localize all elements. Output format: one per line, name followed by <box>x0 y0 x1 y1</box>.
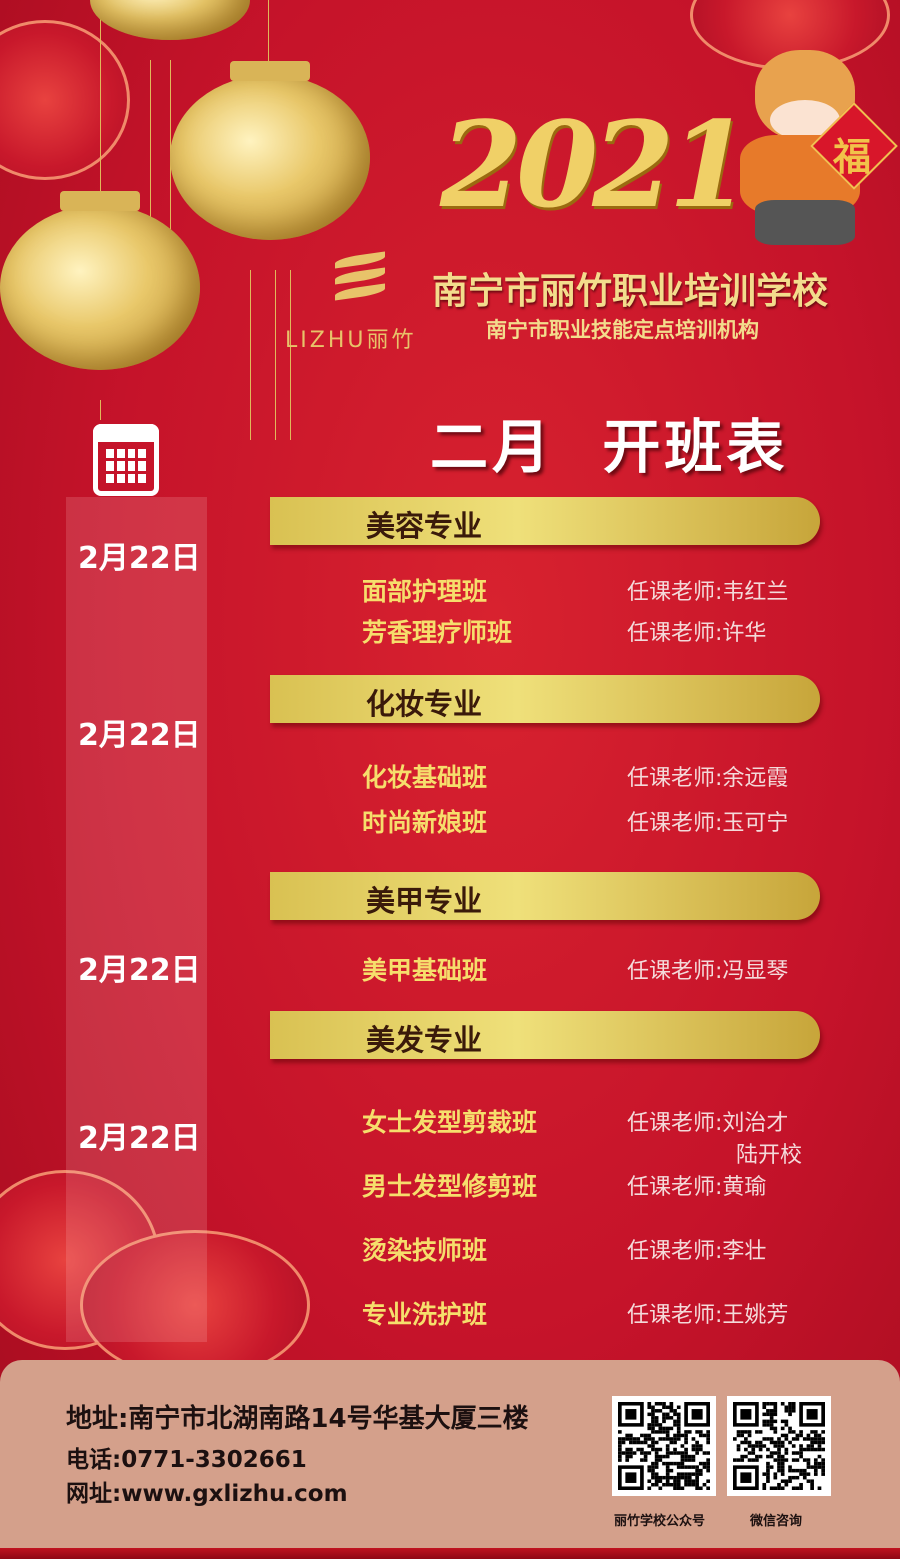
qr-code-wechat <box>727 1396 831 1496</box>
major-header: 美容专业 <box>270 497 820 545</box>
lantern-decoration <box>170 61 370 240</box>
course-name: 面部护理班 <box>362 577 488 606</box>
phone-text: 电话:0771-3302661 <box>66 1447 307 1473</box>
teacher-name: 任课老师:韦红兰 <box>627 580 789 605</box>
major-header: 美发专业 <box>270 1011 820 1059</box>
course-name: 化妆基础班 <box>362 763 488 792</box>
teacher-name: 任课老师:冯显琴 <box>627 959 789 984</box>
school-name: 南宁市丽竹职业培训学校 <box>432 271 829 312</box>
cloud-decoration <box>80 1230 310 1380</box>
teacher-name: 任课老师:余远霞 <box>627 766 789 791</box>
date-label: 2月22日 <box>78 1121 201 1156</box>
ox-mascot: 福 <box>735 40 898 250</box>
lantern-decoration <box>90 0 250 40</box>
teacher-name: 任课老师:李壮 <box>627 1239 767 1264</box>
qr-code-official-account <box>612 1396 716 1496</box>
logo-text: LIZHU丽竹 <box>285 328 417 353</box>
course-name: 专业洗护班 <box>362 1300 488 1329</box>
lizhu-logo <box>335 251 385 315</box>
teacher-name: 任课老师:王姚芳 <box>627 1303 789 1328</box>
date-label: 2月22日 <box>78 953 201 988</box>
calendar-icon <box>93 424 159 496</box>
date-column <box>66 497 207 1342</box>
teacher-name: 陆开校 <box>736 1143 803 1168</box>
teacher-name: 任课老师:黄瑜 <box>627 1175 767 1200</box>
course-name: 美甲基础班 <box>362 956 488 985</box>
institution-subtitle: 南宁市职业技能定点培训机构 <box>486 318 759 342</box>
lantern-decoration <box>0 191 200 370</box>
qr-caption: 微信咨询 <box>750 1514 803 1529</box>
year-heading: 2021 <box>440 95 750 234</box>
course-name: 女士发型剪裁班 <box>362 1108 538 1137</box>
date-label: 2月22日 <box>78 541 201 576</box>
course-name: 男士发型修剪班 <box>362 1172 538 1201</box>
major-header: 化妆专业 <box>270 675 820 723</box>
website-link[interactable]: 网址:www.gxlizhu.com <box>66 1481 348 1507</box>
major-header: 美甲专业 <box>270 872 820 920</box>
date-label: 2月22日 <box>78 718 201 753</box>
course-name: 烫染技师班 <box>362 1236 488 1265</box>
teacher-name: 任课老师:许华 <box>627 621 767 646</box>
course-name: 时尚新娘班 <box>362 808 488 837</box>
bottom-bar <box>0 1548 900 1559</box>
cloud-decoration <box>0 20 130 180</box>
qr-caption: 丽竹学校公众号 <box>614 1514 706 1529</box>
teacher-name: 任课老师:刘治才 <box>627 1111 789 1136</box>
address-text: 地址:南宁市北湖南路14号华基大厦三楼 <box>66 1404 529 1434</box>
teacher-name: 任课老师:玉可宁 <box>627 811 789 836</box>
page-title: 二月 开班表 <box>430 413 789 481</box>
course-name: 芳香理疗师班 <box>362 618 513 647</box>
